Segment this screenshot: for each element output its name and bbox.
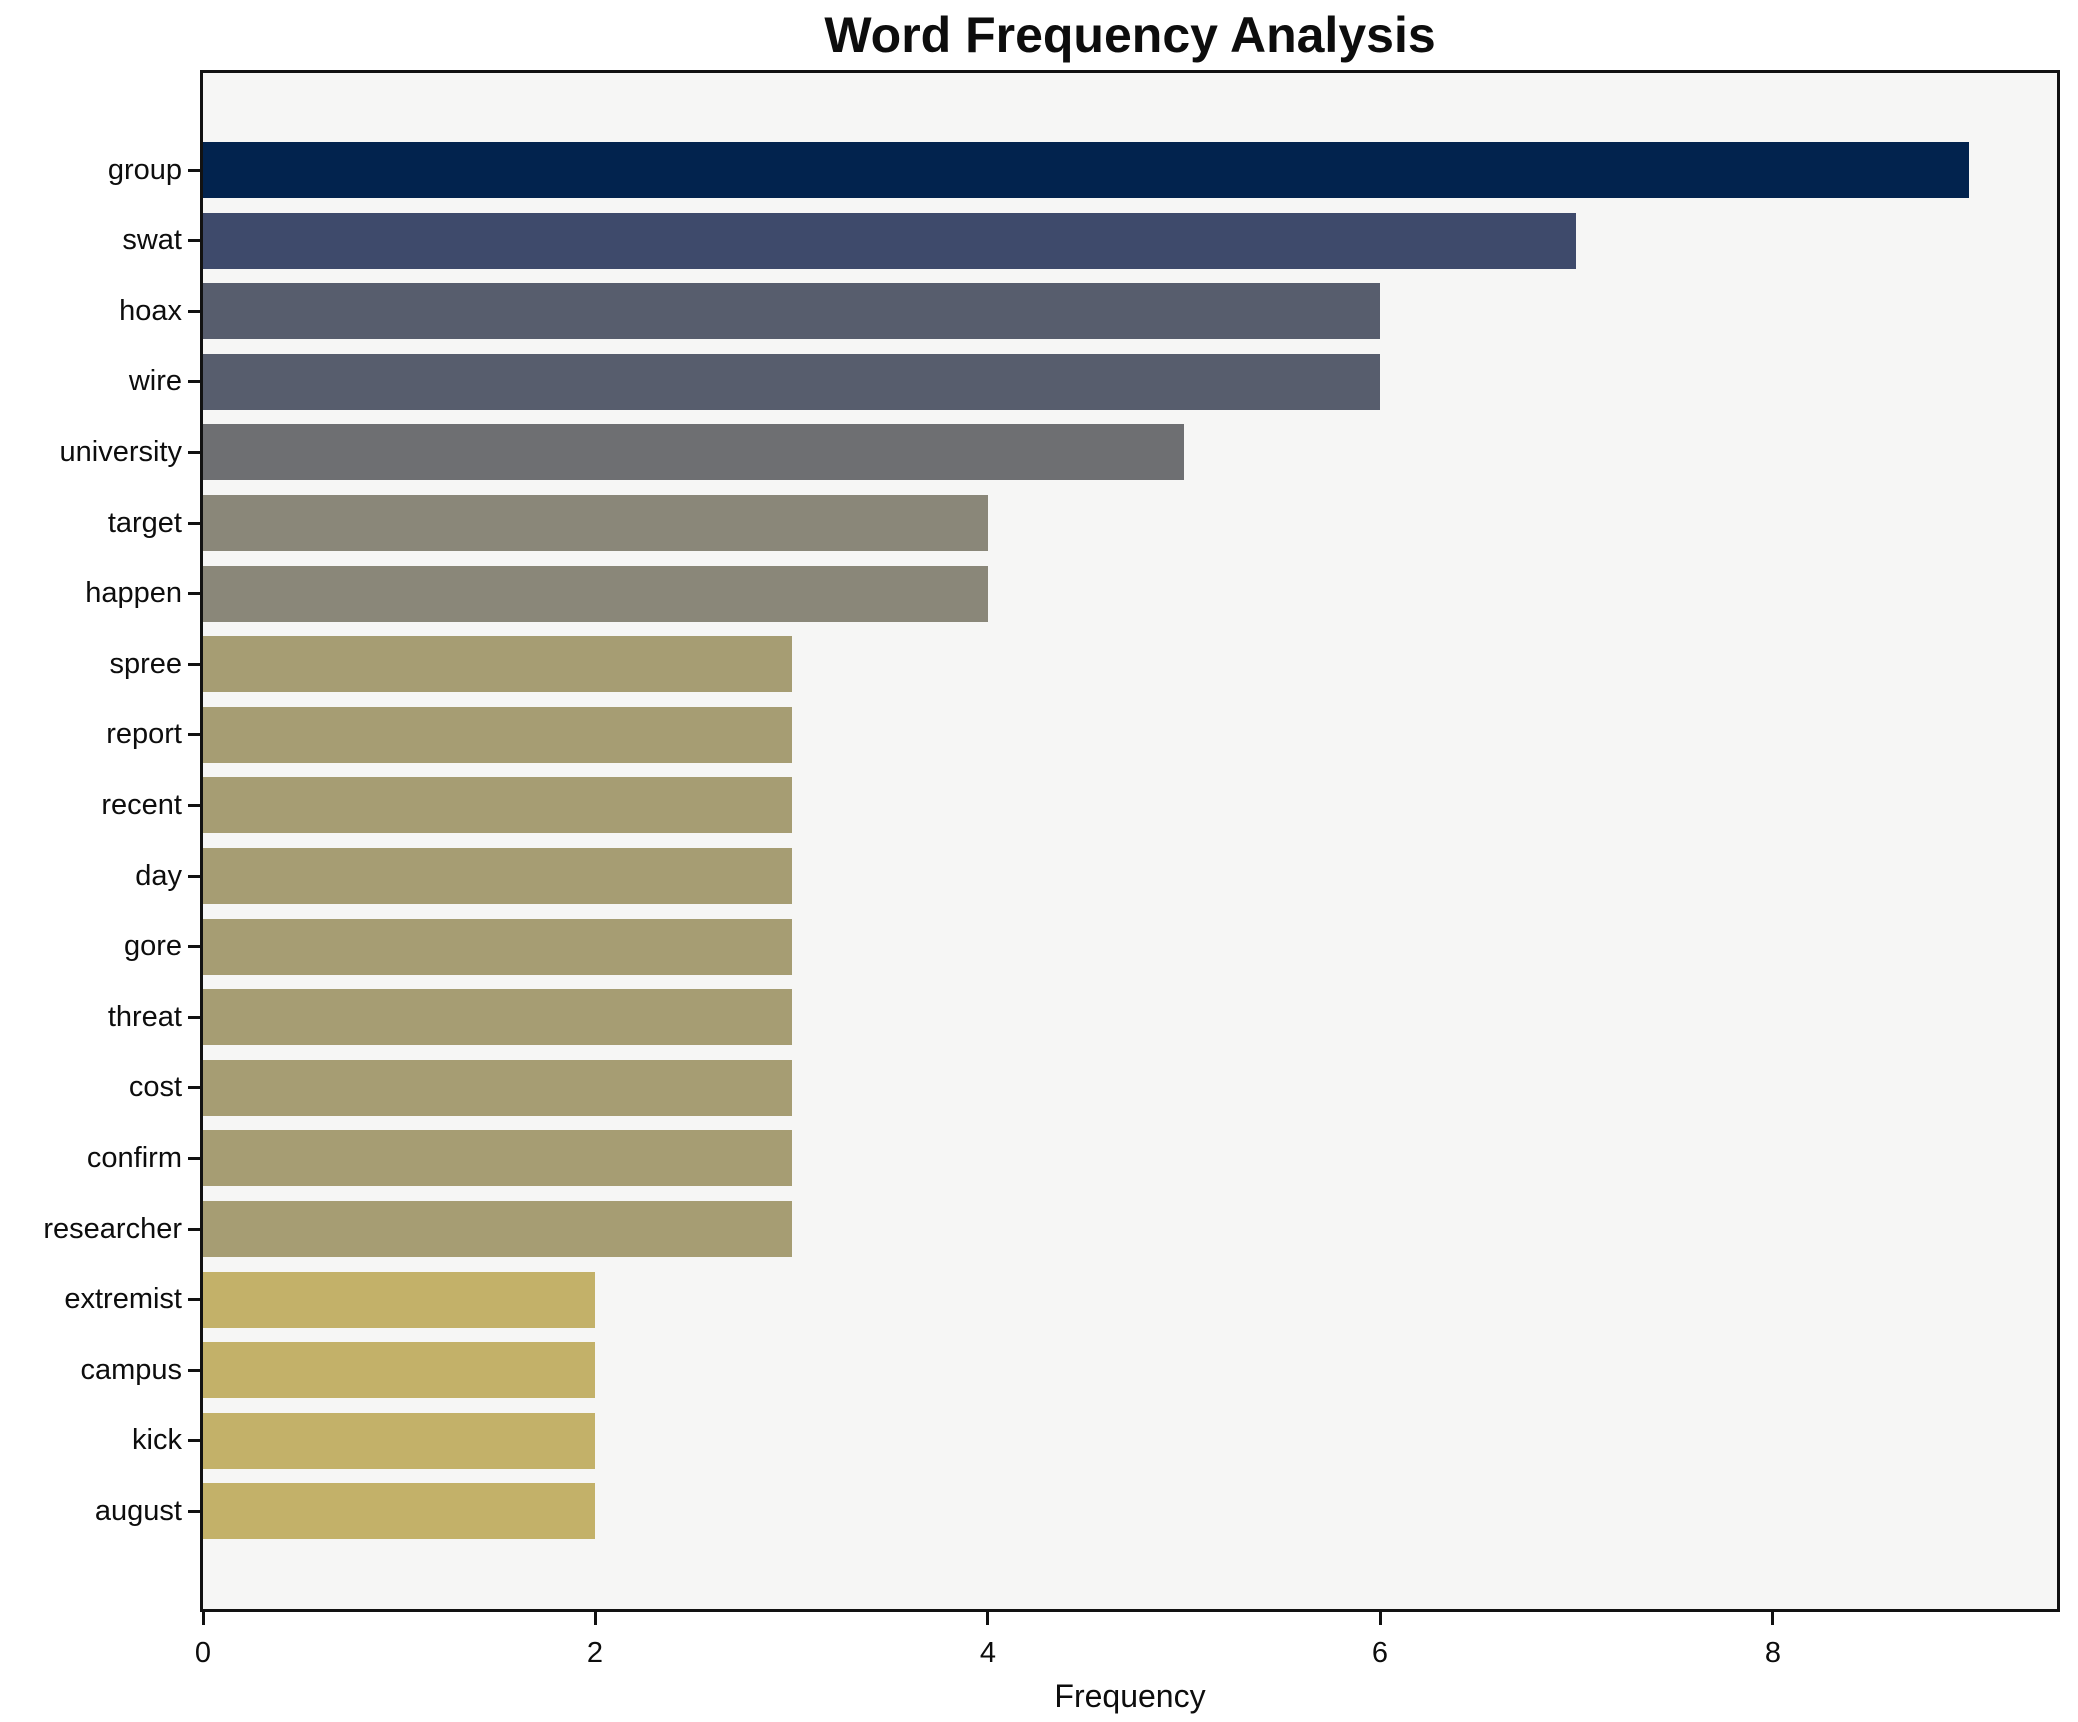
- x-tick: [202, 1612, 205, 1625]
- bar-spree: [203, 636, 792, 693]
- y-tick-label-gore: gore: [123, 930, 182, 962]
- y-tick-label-threat: threat: [107, 1001, 182, 1033]
- bar-recent: [203, 777, 792, 834]
- x-tick: [594, 1612, 597, 1625]
- bar-threat: [203, 989, 792, 1046]
- y-tick: [188, 169, 200, 172]
- bar-cost: [203, 1059, 792, 1116]
- y-tick-label-happen: happen: [85, 577, 182, 609]
- y-tick-label-report: report: [106, 718, 182, 750]
- bar-kick: [203, 1412, 595, 1469]
- y-tick: [188, 522, 200, 525]
- y-tick: [188, 310, 200, 313]
- y-tick-label-swat: swat: [122, 224, 182, 256]
- y-tick-label-hoax: hoax: [119, 295, 182, 327]
- y-tick-label-august: august: [94, 1495, 182, 1527]
- bar-hoax: [203, 283, 1380, 340]
- y-tick-label-cost: cost: [128, 1071, 182, 1103]
- bar-swat: [203, 212, 1576, 269]
- y-tick: [188, 592, 200, 595]
- x-tick-label-8: 8: [1764, 1637, 1782, 1669]
- bar-university: [203, 424, 1184, 481]
- bar-extremist: [203, 1271, 595, 1328]
- y-tick-label-university: university: [59, 436, 183, 468]
- y-tick-label-spree: spree: [109, 648, 182, 680]
- x-tick: [1771, 1612, 1774, 1625]
- bar-gore: [203, 918, 792, 975]
- bar-day: [203, 848, 792, 904]
- y-tick: [188, 1510, 200, 1513]
- x-axis-label: Frequency: [1054, 1678, 1206, 1714]
- chart-title: Word Frequency Analysis: [824, 7, 1436, 63]
- x-tick-label-0: 0: [194, 1637, 212, 1669]
- y-tick: [188, 945, 200, 948]
- y-tick: [188, 239, 200, 242]
- bar-report: [203, 706, 792, 763]
- bar-campus: [203, 1342, 595, 1399]
- x-tick: [986, 1612, 989, 1625]
- y-tick: [188, 380, 200, 383]
- y-tick: [188, 663, 200, 666]
- y-tick-label-extremist: extremist: [64, 1283, 182, 1315]
- y-tick-label-day: day: [135, 860, 182, 892]
- plot-area: [200, 70, 2060, 1612]
- bar-group: [203, 142, 1969, 198]
- y-tick: [188, 1369, 200, 1372]
- y-tick-label-wire: wire: [128, 365, 182, 397]
- y-tick-label-researcher: researcher: [43, 1213, 182, 1245]
- y-tick: [188, 451, 200, 454]
- y-tick-label-kick: kick: [132, 1424, 182, 1456]
- y-tick: [188, 1016, 200, 1019]
- y-tick-label-target: target: [107, 507, 182, 539]
- bar-happen: [203, 565, 988, 622]
- y-tick-label-confirm: confirm: [86, 1142, 182, 1174]
- bar-august: [203, 1483, 595, 1540]
- y-tick-label-recent: recent: [101, 789, 182, 821]
- y-tick: [188, 804, 200, 807]
- y-tick: [188, 875, 200, 878]
- x-tick: [1379, 1612, 1382, 1625]
- y-tick: [188, 1439, 200, 1442]
- x-tick-label-6: 6: [1371, 1637, 1389, 1669]
- y-tick: [188, 733, 200, 736]
- bar-researcher: [203, 1201, 792, 1257]
- y-tick-label-campus: campus: [80, 1354, 182, 1386]
- x-tick-label-4: 4: [979, 1637, 997, 1669]
- y-tick: [188, 1157, 200, 1160]
- x-tick-label-2: 2: [586, 1637, 604, 1669]
- y-tick-label-group: group: [107, 154, 182, 186]
- y-tick: [188, 1298, 200, 1301]
- bar-target: [203, 495, 988, 551]
- bar-wire: [203, 353, 1380, 410]
- y-tick: [188, 1086, 200, 1089]
- bar-confirm: [203, 1130, 792, 1187]
- y-tick: [188, 1228, 200, 1231]
